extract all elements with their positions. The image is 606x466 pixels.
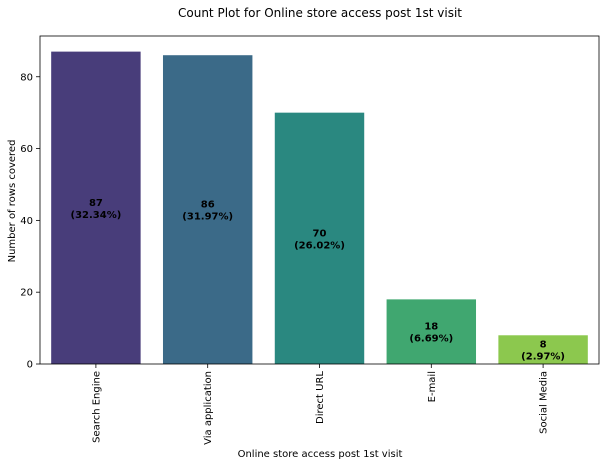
- plot-area: 87(32.34%) 86(31.97%) 70(26.02%) 18(6.69%) 8…: [20, 35, 600, 445]
- bar-percent-label: (32.34%): [71, 210, 122, 221]
- y-tick-label: 20: [20, 288, 33, 299]
- chart-title: Count Plot for Online store access post …: [178, 6, 462, 20]
- y-tick-label: 80: [20, 72, 33, 83]
- bar-search-engine: [51, 51, 141, 365]
- y-tick-label: 60: [20, 144, 33, 155]
- x-tick-label: Direct URL: [315, 371, 326, 424]
- bar-e-mail: [386, 299, 477, 364]
- bar-count-label: 18: [424, 322, 438, 333]
- x-tick-label: Social Media: [539, 371, 550, 434]
- y-axis-label: Number of rows covered: [7, 140, 18, 263]
- bar-count-label: 87: [89, 198, 103, 209]
- bar-percent-label: (26.02%): [294, 240, 345, 251]
- bar-percent-label: (2.97%): [521, 352, 565, 363]
- x-tick-label: E-mail: [427, 371, 438, 402]
- bar-count-label: 86: [201, 200, 215, 211]
- bar-direct-url: [274, 112, 365, 364]
- y-tick-label: 40: [20, 216, 33, 227]
- bar-count-label: 8: [540, 340, 547, 351]
- bar-social-media: [498, 335, 588, 364]
- bar-percent-label: (31.97%): [182, 212, 233, 223]
- bar-via-application: [162, 55, 253, 365]
- x-axis-label: Online store access post 1st visit: [238, 449, 403, 460]
- bar-count-label: 70: [313, 228, 327, 239]
- x-tick-label: Search Engine: [91, 371, 102, 443]
- bar-percent-label: (6.69%): [409, 334, 453, 345]
- y-tick-label: 0: [27, 360, 33, 371]
- x-tick-label: Via application: [203, 371, 214, 445]
